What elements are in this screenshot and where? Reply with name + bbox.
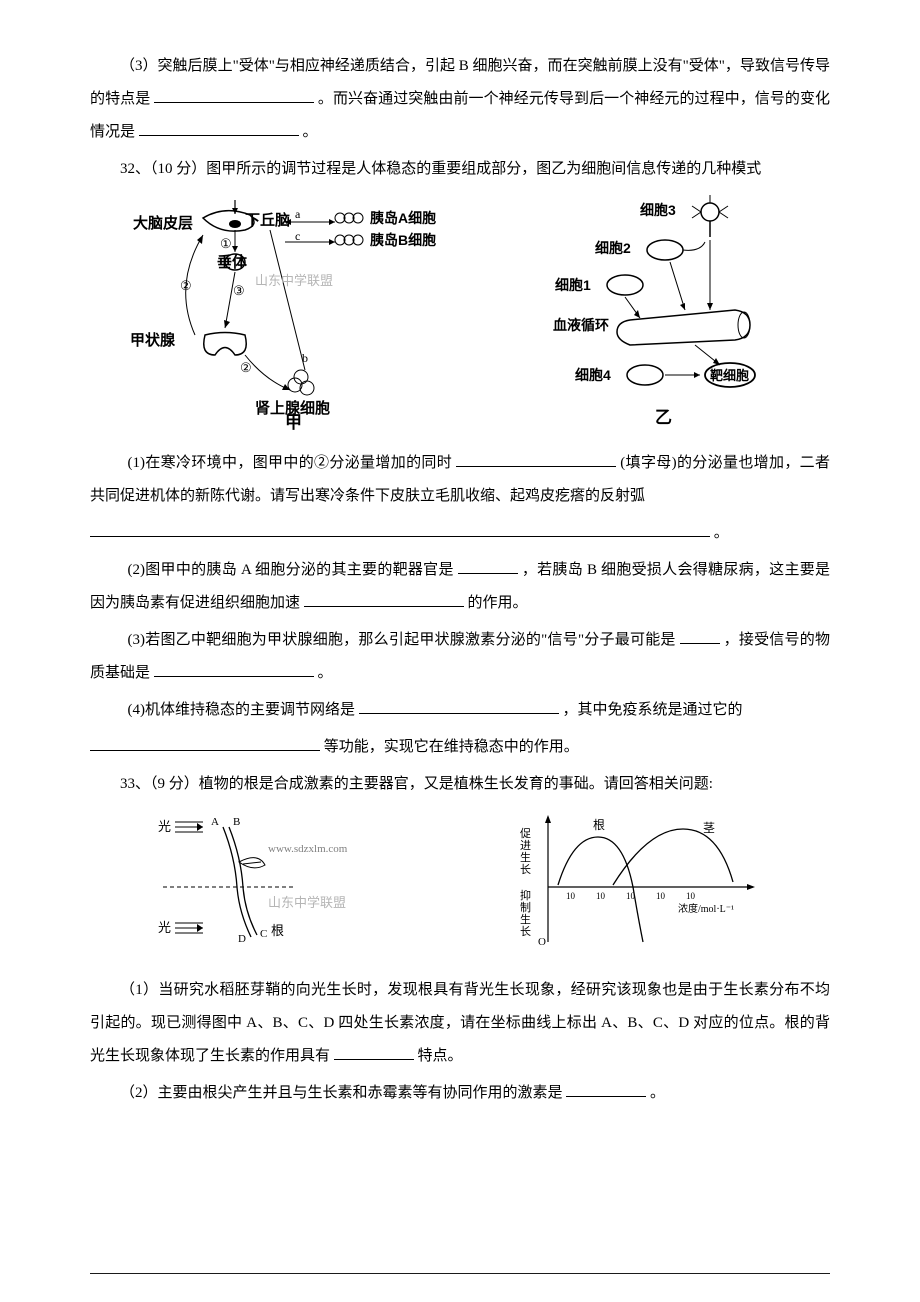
label-blood: 血液循环 [553,317,609,333]
q32-sub2-t1: (2)图甲中的胰岛 A 细胞分泌的其主要的靶器官是 [128,562,454,578]
q33-sub1: （1）当研究水稻胚芽鞘的向光生长时，发现根具有背光生长现象，经研究该现象也是由于… [90,974,830,1073]
label-c: c [295,229,300,243]
blank [680,628,720,644]
q32-intro: 32、（10 分）图甲所示的调节过程是人体稳态的重要组成部分，图乙为细胞间信息传… [90,153,830,186]
label-a: a [295,207,301,221]
figure-yi: 细胞1 细胞2 细胞3 血液循环 [535,190,795,443]
curve-root-label: 根 [593,818,605,832]
q31-sub3-text3: 。 [303,124,318,140]
q33-sub2-t2: 。 [650,1085,665,1101]
label-cell3: 细胞3 [640,202,676,218]
q32-sub4-line2: 等功能，实现它在维持稳态中的作用。 [90,731,830,764]
q33-figures: 光 光 A B D C [90,807,830,970]
caption-jia: 甲 [285,413,302,430]
xlabel: 浓度/mol·L⁻¹ [678,902,734,915]
blank [458,558,518,574]
svg-text:10: 10 [596,891,606,901]
label-B: B [233,816,240,828]
ylabel-top: 促进生长 [520,826,531,876]
watermark-text2: 山东中学联盟 [268,895,346,910]
q33-intro: 33、（9 分）植物的根是合成激素的主要器官，又是植株生长发育的事础。请回答相关… [90,768,830,801]
svg-text:10: 10 [566,891,576,901]
q32-sub1-t1: (1)在寒冷环境中，图甲中的②分泌量增加的同时 [128,455,453,471]
label-chuiti: 垂体 [217,253,248,271]
blank [359,698,559,714]
label-target: 靶细胞 [710,368,749,383]
footer-rule [90,1273,830,1274]
caption-yi: 乙 [655,408,672,427]
label-yidaoB: 胰岛B细胞 [370,232,436,248]
label-cell4: 细胞4 [575,367,611,383]
q32-sub4-t3: 等功能，实现它在维持稳态中的作用。 [324,739,579,755]
q31-sub3: （3）突触后膜上"受体"与相应神经递质结合，引起 B 细胞兴奋，而在突触前膜上没… [90,50,830,149]
q32-sub3-t1: (3)若图乙中靶细胞为甲状腺细胞，那么引起甲状腺激素分泌的"信号"分子最可能是 [128,632,676,648]
svg-text:10: 10 [626,891,636,901]
label-num3: ③ [233,283,245,298]
q32-sub4-t1: (4)机体维持稳态的主要调节网络是 [128,702,356,718]
blank [90,735,320,751]
blank [154,661,314,677]
label-C: C [260,928,267,940]
q32-figures: 大脑皮层 下丘脑 ① 垂体 ② ③ [90,190,830,443]
label-light1: 光 [158,819,171,834]
exam-page: （3）突触后膜上"受体"与相应神经递质结合，引起 B 细胞兴奋，而在突触前膜上没… [0,0,920,1302]
q32-sub1: (1)在寒冷环境中，图甲中的②分泌量增加的同时 (填字母)的分泌量也增加，二者共… [90,447,830,513]
label-cell2: 细胞2 [595,240,631,256]
q32-sub4-t2: ，其中免疫系统是通过它的 [563,702,743,718]
label-num2b: ② [240,360,252,375]
blank [334,1044,414,1060]
label-D: D [238,933,246,945]
diagram-curve-svg: 促进生长 抑制生长 O 根 茎 10 10 10 10 10 浓度/mol·L⁻¹ [508,807,768,957]
q33-sub2: （2）主要由根尖产生并且与生长素和赤霉素等有协同作用的激素是 。 [90,1077,830,1110]
ylabel-bottom: 抑制生长 [520,888,531,938]
watermark-text: 山东中学联盟 [255,273,333,288]
blank [566,1081,646,1097]
q32-sub1-t3: 。 [714,525,729,541]
figure-jia: 大脑皮层 下丘脑 ① 垂体 ② ③ [125,190,465,443]
q32-sub3-t3: 。 [318,665,333,681]
label-danaopi: 大脑皮层 [133,214,193,232]
xticks: 10 10 10 10 10 [566,891,696,901]
label-root: 根 [271,923,284,938]
svg-text:10: 10 [686,891,696,901]
q32-sub4: (4)机体维持稳态的主要调节网络是 ，其中免疫系统是通过它的 [90,694,830,727]
label-A: A [211,816,219,828]
blank [154,87,314,103]
q32-sub1-line2: 。 [90,517,830,550]
blank [304,591,464,607]
figure-curve: 促进生长 抑制生长 O 根 茎 10 10 10 10 10 浓度/mol·L⁻¹ [508,807,768,970]
diagram-plant-svg: 光 光 A B D C [153,807,383,957]
url-text: www.sdzxlm.com [268,843,348,855]
svg-text:10: 10 [656,891,666,901]
q32-sub3: (3)若图乙中靶细胞为甲状腺细胞，那么引起甲状腺激素分泌的"信号"分子最可能是 … [90,624,830,690]
figure-plant: 光 光 A B D C [153,807,383,970]
curve-stem-label: 茎 [703,821,715,835]
q33-sub2-t1: （2）主要由根尖产生并且与生长素和赤霉素等有协同作用的激素是 [120,1085,563,1101]
label-num1: ① [220,236,232,251]
label-cell1: 细胞1 [555,277,591,293]
label-xiaqiu: 下丘脑 [245,211,290,229]
blank [139,120,299,136]
diagram-yi-svg: 细胞1 细胞2 细胞3 血液循环 [535,190,795,430]
label-yidaoA: 胰岛A细胞 [370,210,436,226]
q32-sub2-t3: 的作用。 [468,595,528,611]
diagram-jia-svg: 大脑皮层 下丘脑 ① 垂体 ② ③ [125,190,465,430]
q32-sub2: (2)图甲中的胰岛 A 细胞分泌的其主要的靶器官是 ，若胰岛 B 细胞受损人会得… [90,554,830,620]
blank [456,451,616,467]
q33-sub1-t2: 特点。 [418,1048,463,1064]
origin: O [538,936,546,948]
blank [90,521,710,537]
label-light2: 光 [158,920,171,935]
label-jiazhuangxian: 甲状腺 [130,331,176,349]
label-b: b [302,351,308,365]
